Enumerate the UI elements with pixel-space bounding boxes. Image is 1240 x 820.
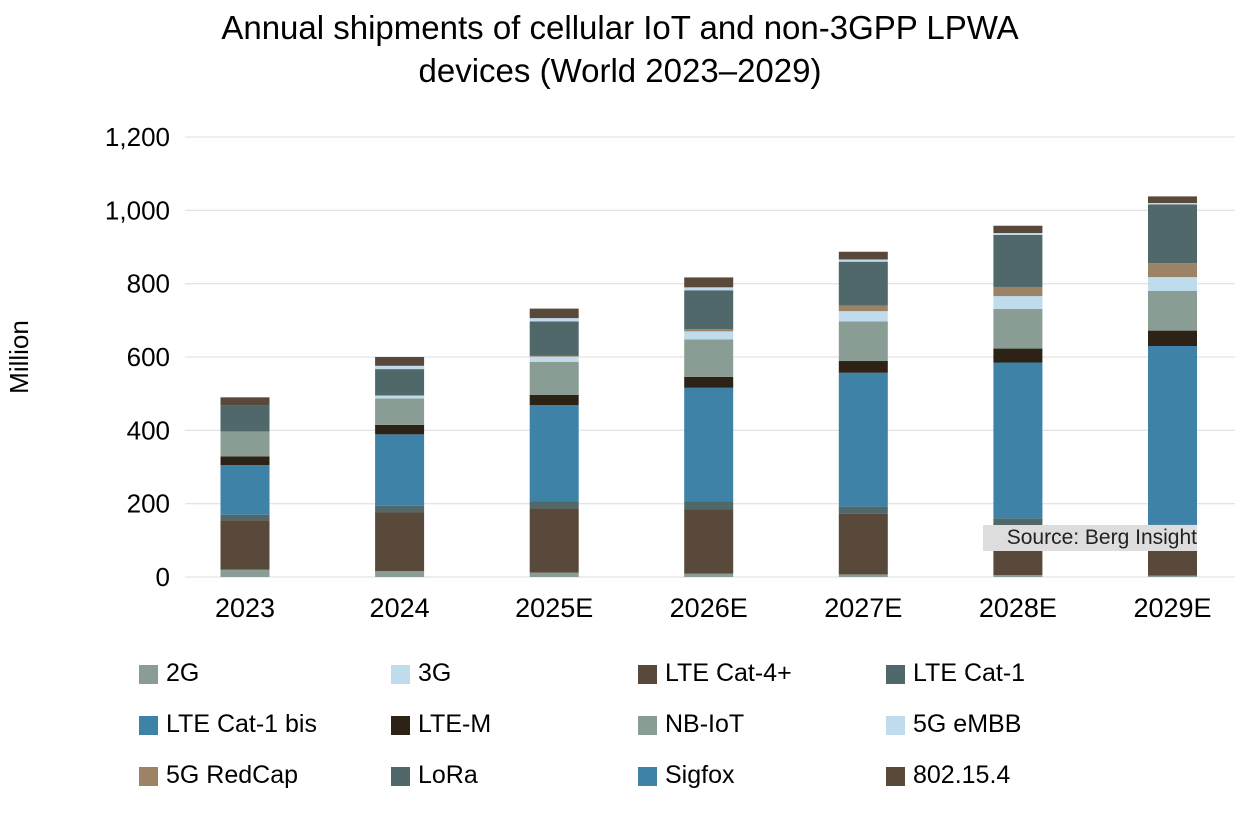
svg-text:802.15.4: 802.15.4 [913, 761, 1010, 789]
svg-text:400: 400 [127, 415, 170, 445]
svg-text:5G eMBB: 5G eMBB [913, 710, 1021, 738]
svg-text:2026E: 2026E [670, 593, 748, 623]
svg-text:2025E: 2025E [515, 593, 593, 623]
svg-text:LTE Cat-1 bis: LTE Cat-1 bis [166, 710, 317, 738]
svg-text:LTE-M: LTE-M [418, 710, 491, 738]
svg-text:2G: 2G [166, 659, 199, 687]
svg-text:NB-IoT: NB-IoT [665, 710, 744, 738]
svg-text:3G: 3G [418, 659, 451, 687]
svg-text:Sigfox: Sigfox [665, 761, 735, 789]
svg-text:0: 0 [156, 562, 170, 592]
svg-text:Source: Berg Insight: Source: Berg Insight [1007, 526, 1197, 549]
svg-text:1,000: 1,000 [105, 195, 170, 225]
svg-text:Annual shipments of cellular I: Annual shipments of cellular IoT and non… [221, 9, 1018, 46]
svg-text:LTE Cat-1: LTE Cat-1 [913, 659, 1025, 687]
svg-text:LTE Cat-4+: LTE Cat-4+ [665, 659, 792, 687]
svg-text:2028E: 2028E [979, 593, 1057, 623]
svg-text:LoRa: LoRa [418, 761, 478, 789]
svg-text:800: 800 [127, 269, 170, 299]
svg-text:600: 600 [127, 342, 170, 372]
svg-text:1,200: 1,200 [105, 122, 170, 152]
svg-text:Million: Million [4, 320, 34, 394]
svg-text:devices (World 2023–2029): devices (World 2023–2029) [419, 52, 822, 89]
svg-text:5G RedCap: 5G RedCap [166, 761, 298, 789]
svg-text:2024: 2024 [370, 593, 430, 623]
svg-text:2027E: 2027E [824, 593, 902, 623]
svg-text:2023: 2023 [215, 593, 275, 623]
svg-text:2029E: 2029E [1133, 593, 1211, 623]
svg-text:200: 200 [127, 489, 170, 519]
